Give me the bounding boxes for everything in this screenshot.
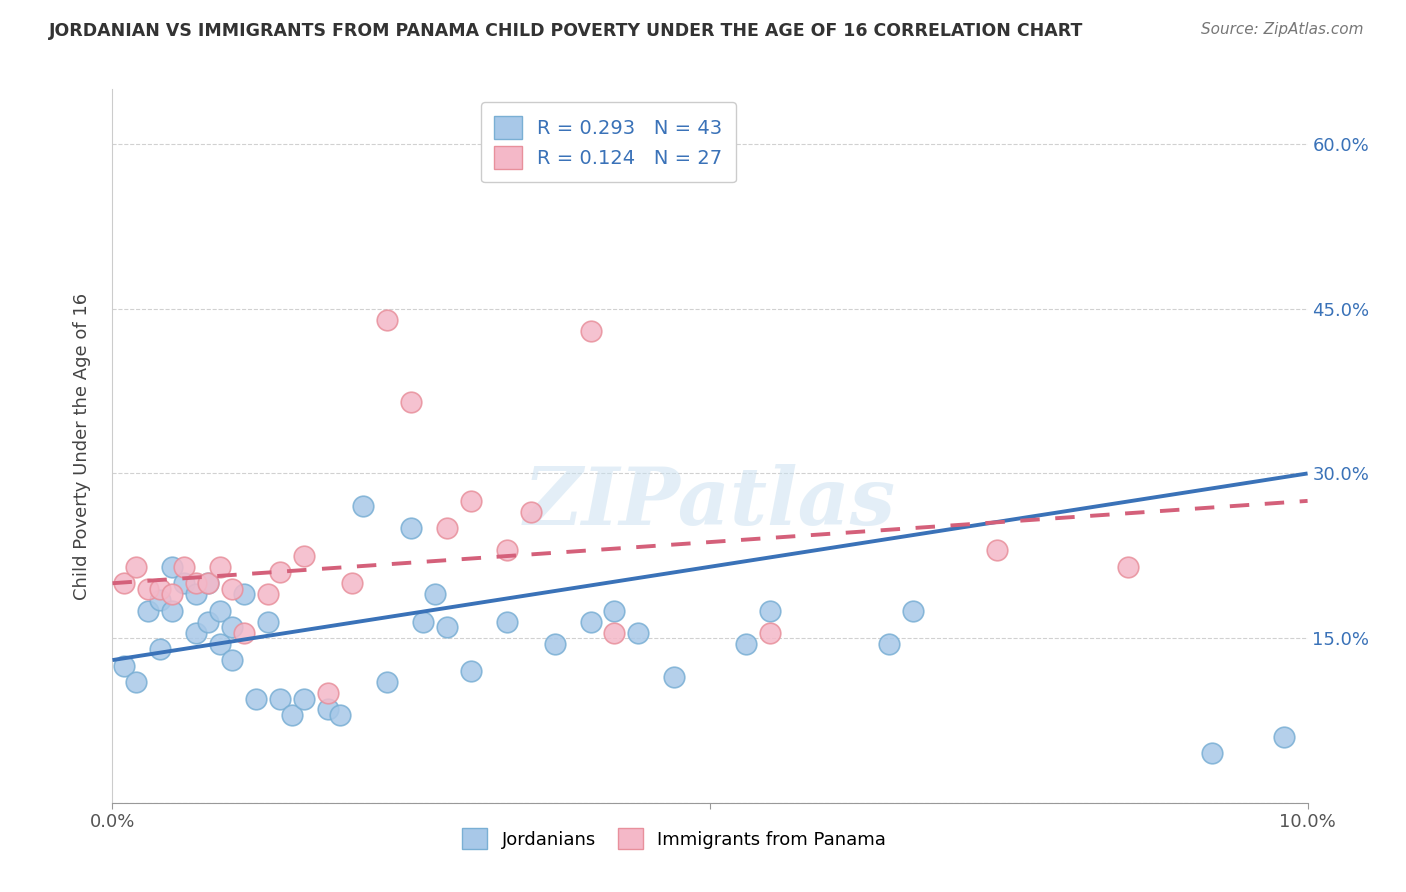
Point xyxy=(233,625,256,640)
Point xyxy=(197,576,219,591)
Point xyxy=(186,625,208,640)
Point xyxy=(603,604,626,618)
Point xyxy=(460,494,482,508)
Point xyxy=(209,604,232,618)
Point xyxy=(1118,559,1140,574)
Point xyxy=(292,691,315,706)
Point xyxy=(221,620,243,634)
Point xyxy=(520,505,543,519)
Point xyxy=(138,582,160,596)
Point xyxy=(1201,747,1223,761)
Point xyxy=(425,587,447,601)
Point xyxy=(257,587,280,601)
Point xyxy=(353,500,375,514)
Text: JORDANIAN VS IMMIGRANTS FROM PANAMA CHILD POVERTY UNDER THE AGE OF 16 CORRELATIO: JORDANIAN VS IMMIGRANTS FROM PANAMA CHIL… xyxy=(49,22,1084,40)
Point xyxy=(173,576,195,591)
Point xyxy=(162,587,183,601)
Point xyxy=(281,708,304,723)
Point xyxy=(735,637,758,651)
Point xyxy=(221,653,243,667)
Point xyxy=(125,675,148,690)
Point xyxy=(401,395,423,409)
Point xyxy=(603,625,626,640)
Point xyxy=(496,543,519,558)
Point xyxy=(664,669,686,683)
Point xyxy=(186,576,208,591)
Point xyxy=(221,582,243,596)
Point xyxy=(579,324,602,338)
Point xyxy=(377,675,399,690)
Point xyxy=(412,615,434,629)
Point xyxy=(245,691,267,706)
Legend: Jordanians, Immigrants from Panama: Jordanians, Immigrants from Panama xyxy=(453,819,896,858)
Point xyxy=(149,582,172,596)
Y-axis label: Child Poverty Under the Age of 16: Child Poverty Under the Age of 16 xyxy=(73,293,91,599)
Point xyxy=(340,576,363,591)
Point xyxy=(759,625,782,640)
Text: ZIPatlas: ZIPatlas xyxy=(524,465,896,541)
Point xyxy=(329,708,352,723)
Point xyxy=(173,559,195,574)
Point xyxy=(986,543,1008,558)
Point xyxy=(114,658,135,673)
Point xyxy=(543,637,565,651)
Point xyxy=(186,587,208,601)
Point xyxy=(759,604,782,618)
Point xyxy=(149,592,172,607)
Point xyxy=(903,604,925,618)
Point xyxy=(579,615,602,629)
Point xyxy=(114,576,135,591)
Point xyxy=(209,637,232,651)
Point xyxy=(233,587,256,601)
Point xyxy=(316,686,339,700)
Point xyxy=(162,604,183,618)
Point xyxy=(209,559,232,574)
Point xyxy=(436,620,458,634)
Point xyxy=(138,604,160,618)
Point xyxy=(269,566,291,580)
Point xyxy=(197,615,219,629)
Point xyxy=(436,521,458,535)
Point xyxy=(162,559,183,574)
Point xyxy=(401,521,423,535)
Point xyxy=(197,576,219,591)
Point xyxy=(627,625,650,640)
Point xyxy=(257,615,280,629)
Point xyxy=(125,559,148,574)
Point xyxy=(377,312,399,326)
Text: Source: ZipAtlas.com: Source: ZipAtlas.com xyxy=(1201,22,1364,37)
Point xyxy=(316,702,339,716)
Point xyxy=(1272,730,1295,744)
Point xyxy=(269,691,291,706)
Point xyxy=(292,549,315,563)
Point xyxy=(496,615,519,629)
Point xyxy=(879,637,901,651)
Point xyxy=(460,664,482,678)
Point xyxy=(149,642,172,657)
